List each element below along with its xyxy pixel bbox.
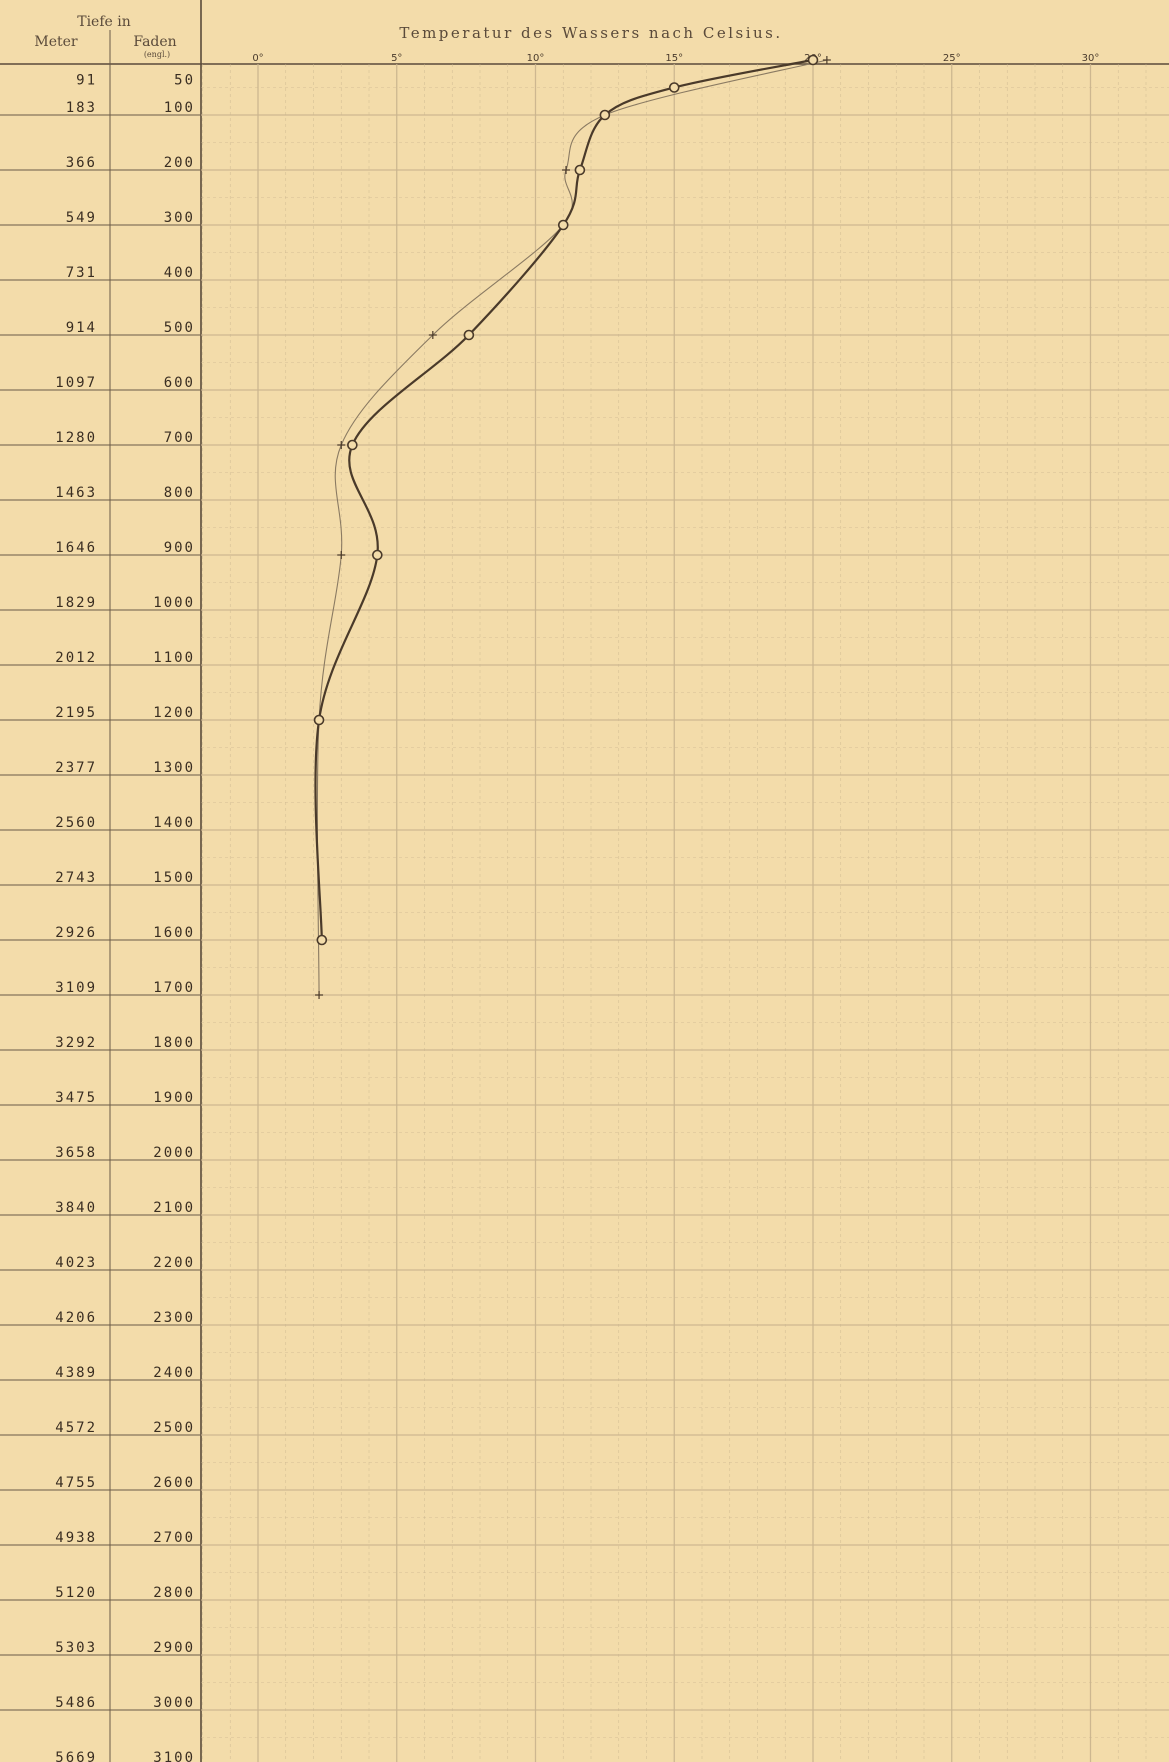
faden-tick-label: 800 bbox=[164, 485, 195, 501]
faden-tick-label: 2600 bbox=[153, 1475, 195, 1491]
faden-tick-label: 500 bbox=[164, 320, 195, 336]
meter-tick-label: 4206 bbox=[55, 1310, 97, 1326]
faden-tick-label: 1800 bbox=[153, 1035, 195, 1051]
faden-tick-label: 600 bbox=[164, 375, 195, 391]
meter-tick-label: 3292 bbox=[55, 1035, 97, 1051]
data-point-cross bbox=[337, 551, 346, 559]
faden-tick-label: 1400 bbox=[153, 815, 195, 831]
meter-tick-label: 5486 bbox=[55, 1695, 97, 1711]
faden-tick-label: 1500 bbox=[153, 870, 195, 886]
meter-tick-label: 2012 bbox=[55, 650, 97, 666]
series-layer bbox=[313, 54, 831, 999]
meter-tick-label: 2195 bbox=[55, 705, 97, 721]
x-tick-label: 10° bbox=[527, 53, 545, 64]
data-point-circle bbox=[463, 329, 475, 341]
data-point-circle bbox=[807, 54, 819, 66]
meter-tick-label: 1463 bbox=[55, 485, 97, 501]
data-point-cross bbox=[822, 56, 831, 64]
meter-tick-label: 3475 bbox=[55, 1090, 97, 1106]
faden-tick-label: 1600 bbox=[153, 925, 195, 941]
meter-tick-label: 914 bbox=[66, 320, 97, 336]
meter-tick-label: 1829 bbox=[55, 595, 97, 611]
data-point-cross bbox=[562, 166, 571, 174]
meter-tick-label: 731 bbox=[66, 265, 97, 281]
data-point-circle bbox=[347, 439, 358, 451]
faden-unit-sublabel: (engl.) bbox=[144, 50, 170, 59]
data-point-circle bbox=[668, 82, 680, 93]
faden-column-header: Faden bbox=[133, 34, 176, 50]
faden-tick-label: 100 bbox=[164, 100, 195, 116]
meter-tick-label: 2377 bbox=[55, 760, 97, 776]
faden-tick-label: 1900 bbox=[153, 1090, 195, 1106]
meter-tick-label: 3840 bbox=[55, 1200, 97, 1216]
grid bbox=[0, 64, 1169, 1762]
meter-column-header: Meter bbox=[34, 34, 78, 50]
meter-tick-label: 4755 bbox=[55, 1475, 97, 1491]
data-point-cross bbox=[315, 991, 324, 999]
faden-tick-label: 2400 bbox=[153, 1365, 195, 1381]
x-tick-label: 0° bbox=[252, 53, 263, 64]
meter-tick-label: 91 bbox=[76, 73, 97, 89]
data-point-cross bbox=[428, 331, 437, 339]
meter-tick-label: 3658 bbox=[55, 1145, 97, 1161]
faden-tick-label: 1700 bbox=[153, 980, 195, 996]
faden-tick-label: 1100 bbox=[153, 650, 195, 666]
chart-title: Temperatur des Wassers nach Celsius. bbox=[399, 24, 782, 42]
meter-tick-label: 549 bbox=[66, 210, 97, 226]
meter-tick-label: 5303 bbox=[55, 1640, 97, 1656]
meter-tick-label: 3109 bbox=[55, 980, 97, 996]
faden-tick-label: 2500 bbox=[153, 1420, 195, 1436]
meter-tick-label: 4389 bbox=[55, 1365, 97, 1381]
faden-tick-label: 3100 bbox=[153, 1750, 195, 1762]
faden-tick-label: 1300 bbox=[153, 760, 195, 776]
faden-tick-label: 1200 bbox=[153, 705, 195, 721]
meter-tick-label: 2926 bbox=[55, 925, 97, 941]
faden-tick-label: 3000 bbox=[153, 1695, 195, 1711]
meter-tick-label: 183 bbox=[66, 100, 97, 116]
faden-tick-label: 400 bbox=[164, 265, 195, 281]
x-tick-label: 30° bbox=[1082, 53, 1100, 64]
data-point-circle bbox=[599, 109, 611, 121]
data-point-circle bbox=[557, 219, 569, 231]
faden-tick-label: 2900 bbox=[153, 1640, 195, 1656]
faden-tick-label: 900 bbox=[164, 540, 195, 556]
meter-tick-label: 4938 bbox=[55, 1530, 97, 1546]
data-point-cross bbox=[337, 441, 346, 449]
meter-tick-label: 4572 bbox=[55, 1420, 97, 1436]
data-point-circle bbox=[316, 934, 328, 946]
faden-tick-label: 700 bbox=[164, 430, 195, 446]
depth-title: Tiefe in bbox=[77, 14, 131, 30]
faden-tick-label: 1000 bbox=[153, 595, 195, 611]
meter-tick-label: 1646 bbox=[55, 540, 97, 556]
meter-tick-label: 4023 bbox=[55, 1255, 97, 1271]
data-point-circle bbox=[313, 714, 325, 726]
faden-tick-label: 300 bbox=[164, 210, 195, 226]
faden-tick-label: 2800 bbox=[153, 1585, 195, 1601]
x-tick-label: 25° bbox=[943, 53, 961, 64]
faden-tick-label: 2700 bbox=[153, 1530, 195, 1546]
x-tick-label: 5° bbox=[391, 53, 402, 64]
y-axis-ticks: 91 50 183 100 366 200 549 300 731 400 914 500 1097 60… bbox=[55, 73, 195, 1762]
x-axis-ticks: 0°5°10°15°20°25°30° bbox=[252, 53, 1099, 64]
meter-tick-label: 5669 bbox=[55, 1750, 97, 1762]
faden-tick-label: 50 bbox=[174, 73, 195, 89]
meter-tick-label: 1280 bbox=[55, 430, 97, 446]
faden-tick-label: 2100 bbox=[153, 1200, 195, 1216]
faden-tick-label: 2300 bbox=[153, 1310, 195, 1326]
meter-tick-label: 2560 bbox=[55, 815, 97, 831]
meter-tick-label: 1097 bbox=[55, 375, 97, 391]
meter-tick-label: 5120 bbox=[55, 1585, 97, 1601]
faden-tick-label: 2200 bbox=[153, 1255, 195, 1271]
x-tick-label: 15° bbox=[665, 53, 683, 64]
faden-tick-label: 2000 bbox=[153, 1145, 195, 1161]
data-point-circle bbox=[574, 164, 586, 176]
meter-tick-label: 366 bbox=[66, 155, 97, 171]
meter-tick-label: 2743 bbox=[55, 870, 97, 886]
faden-tick-label: 200 bbox=[164, 155, 195, 171]
data-point-circle bbox=[372, 549, 383, 561]
